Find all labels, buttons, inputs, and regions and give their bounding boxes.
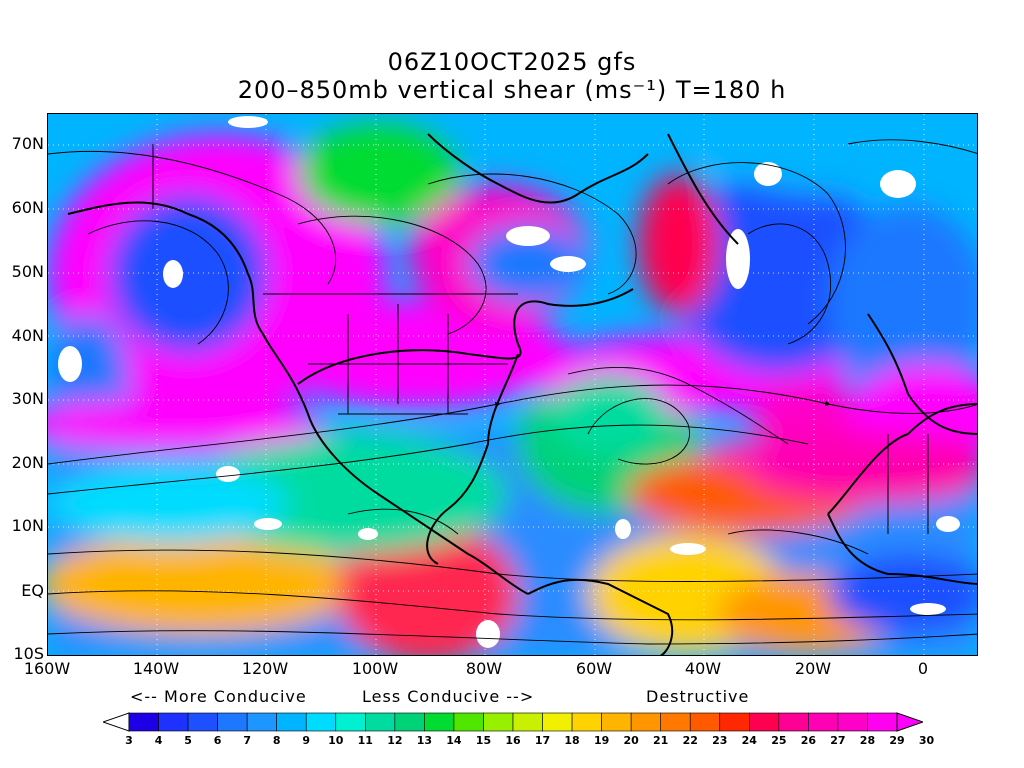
streamlines <box>48 139 977 645</box>
colorbar-swatch <box>601 712 632 732</box>
colorbar-swatch <box>660 712 691 732</box>
colorbar-label: 16 <box>505 734 521 747</box>
colorbar-label: 21 <box>653 734 669 747</box>
colorbar-swatch-min <box>103 712 130 732</box>
lon-label-60w: 60W <box>575 659 613 678</box>
colorbar-swatch <box>394 712 425 732</box>
colorbar-swatch <box>867 712 898 732</box>
lon-label-140w: 140W <box>132 659 180 678</box>
colorbar-label: 8 <box>272 734 281 747</box>
colorbar-swatch <box>187 712 218 732</box>
colorbar-label: 23 <box>712 734 728 747</box>
colorbar-label: 24 <box>741 734 757 747</box>
lon-label-160w: 160W <box>23 659 71 678</box>
colorbar-swatch <box>158 712 189 732</box>
colorbar-swatch <box>719 712 750 732</box>
colorbar-swatch <box>630 712 661 732</box>
low-shear-patches <box>58 116 960 648</box>
colorbar-label: 27 <box>830 734 846 747</box>
lat-label-50n: 50N <box>11 262 44 281</box>
colorbar-label: 7 <box>243 734 251 747</box>
lon-label-120w: 120W <box>241 659 289 678</box>
colorbar-swatch <box>217 712 248 732</box>
colorbar-swatch <box>246 712 277 732</box>
lat-label-60n: 60N <box>11 198 44 217</box>
lat-label-eq: EQ <box>21 581 44 600</box>
lon-label-20w: 20W <box>794 659 832 678</box>
shear-map <box>47 113 978 656</box>
lon-label-80w: 80W <box>465 659 503 678</box>
colorbar-swatch <box>453 712 484 732</box>
colorbar-label: 9 <box>302 734 311 747</box>
colorbar-label: 29 <box>889 734 905 747</box>
title-line-2: 200–850mb vertical shear (ms⁻¹) T=180 h <box>237 76 787 104</box>
colorbar-swatch <box>749 712 780 732</box>
colorbar-swatch <box>424 712 455 732</box>
colorbar-label: 4 <box>154 734 163 747</box>
colorbar-label: 6 <box>213 734 222 747</box>
colorbar-swatch <box>689 712 721 732</box>
colorbar-label: 12 <box>387 734 403 747</box>
colorbar-label: 13 <box>416 734 433 747</box>
colorbar-swatch <box>808 712 839 732</box>
colorbar-label: 18 <box>564 734 580 747</box>
colorbar-label: 30 <box>918 734 935 747</box>
lat-label-20n: 20N <box>11 453 44 472</box>
colorbar-label: 14 <box>446 734 462 747</box>
colorbar-label: 10 <box>328 734 344 747</box>
colorbar-swatch-max <box>896 712 923 732</box>
colorbar-label: 28 <box>859 734 876 747</box>
colorbar-swatch <box>276 712 307 732</box>
colorbar-swatch <box>365 712 396 732</box>
lon-label-0: 0 <box>917 659 929 678</box>
lat-label-10s: 10S <box>13 644 44 663</box>
colorbar-swatch <box>837 712 868 732</box>
colorbar <box>103 712 923 732</box>
colorbar-swatch <box>483 712 514 732</box>
lat-label-30n: 30N <box>11 389 44 408</box>
shear-field <box>48 114 977 655</box>
colorbar-swatch <box>335 712 366 732</box>
colorbar-swatch <box>128 712 159 732</box>
colorbar-swatch <box>778 712 809 732</box>
legend-destructive: Destructive <box>646 687 750 706</box>
legend-less-conducive: Less Conducive --> <box>362 687 535 706</box>
colorbar-label: 5 <box>184 734 192 747</box>
colorbar-swatch <box>542 712 573 732</box>
lat-label-70n: 70N <box>11 134 44 153</box>
coastlines <box>67 133 977 655</box>
title-line-1: 06Z10OCT2025 gfs <box>387 48 637 76</box>
colorbar-label: 19 <box>593 734 610 747</box>
colorbar-label: 25 <box>771 734 787 747</box>
colorbar-label: 22 <box>682 734 698 747</box>
shear-map-svg <box>48 114 977 655</box>
colorbar-label: 11 <box>357 734 373 747</box>
lon-label-100w: 100W <box>351 659 399 678</box>
colorbar-swatch <box>571 712 602 732</box>
colorbar-label: 3 <box>125 734 133 747</box>
colorbar-swatch <box>512 712 543 732</box>
gridlines <box>48 114 977 655</box>
colorbar-swatch <box>305 712 337 732</box>
colorbar-label: 26 <box>800 734 817 747</box>
colorbar-label: 17 <box>534 734 551 747</box>
lat-label-10n: 10N <box>11 516 44 535</box>
lat-label-40n: 40N <box>11 326 44 345</box>
colorbar-label: 15 <box>475 734 492 747</box>
colorbar-label: 20 <box>623 734 639 747</box>
political-borders <box>152 144 929 534</box>
legend-more-conducive: <-- More Conducive <box>130 687 307 706</box>
lon-label-40w: 40W <box>684 659 722 678</box>
